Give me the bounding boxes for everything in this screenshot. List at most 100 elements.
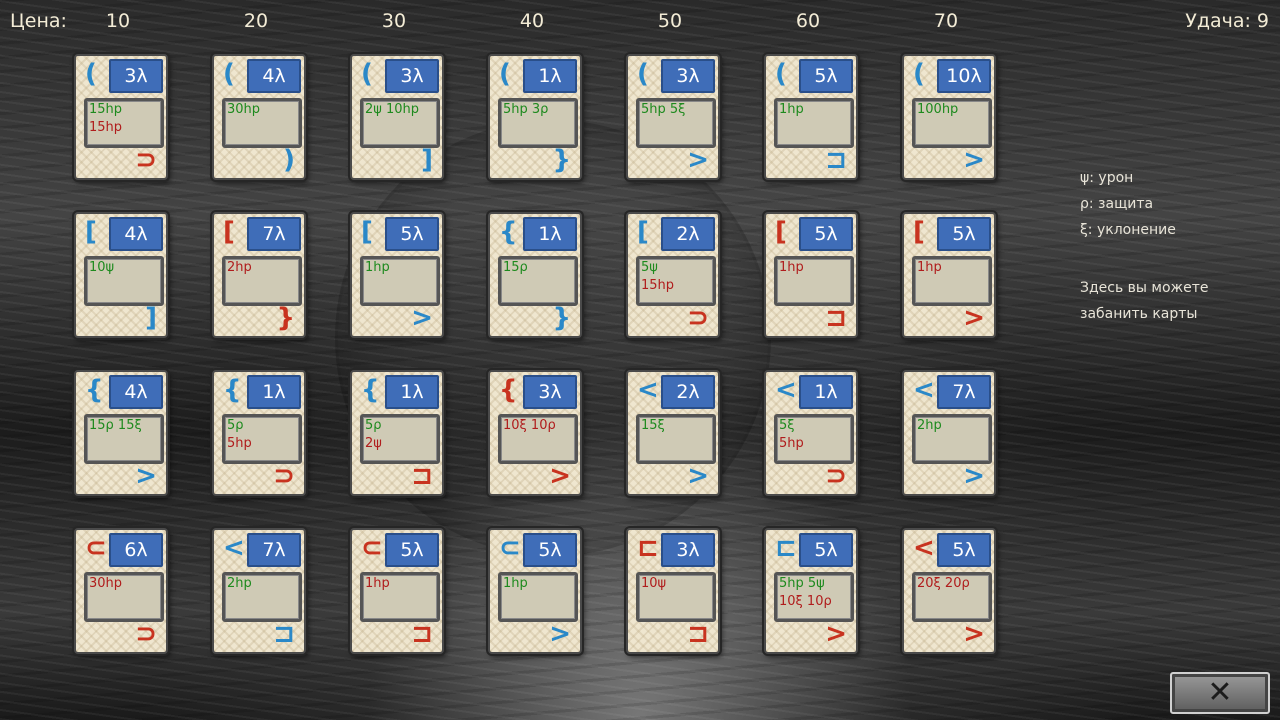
card[interactable]: ( 10λ 100hp >: [900, 52, 996, 180]
card-input-symbol: <: [223, 533, 245, 563]
price-40: 40: [519, 10, 545, 32]
card-input-symbol: ⊂: [85, 533, 107, 563]
card[interactable]: { 1λ 15ρ }: [486, 210, 582, 338]
card[interactable]: [ 4λ 10ψ ]: [72, 210, 168, 338]
card-paper: ⊂ 5λ 1hp ⊐: [350, 528, 444, 654]
card[interactable]: { 4λ 15ρ 15ξ >: [72, 368, 168, 496]
card-effect-line1: 2hp: [227, 260, 252, 275]
card[interactable]: ( 1λ 5hp 3ρ }: [486, 52, 582, 180]
card-paper: ( 3λ 5hp 5ξ >: [626, 54, 720, 180]
card-effect-line1: 1hp: [779, 260, 804, 275]
card[interactable]: { 1λ 5ρ 5hp ⊃: [210, 368, 306, 496]
card-cost: 7λ: [937, 375, 991, 409]
card-cost: 4λ: [109, 217, 163, 251]
card-paper: < 5λ 20ξ 20ρ >: [902, 528, 996, 654]
card[interactable]: ⊂ 6λ 30hp ⊃: [72, 526, 168, 654]
card-input-symbol: {: [85, 375, 104, 405]
card-output-symbol: ⊃: [825, 461, 847, 491]
card-output-symbol: }: [552, 145, 571, 175]
card[interactable]: [ 5λ 1hp >: [348, 210, 444, 338]
card-effect-line1: 5hp 5ξ: [641, 102, 686, 117]
card[interactable]: ( 3λ 15hp 15hp ⊃: [72, 52, 168, 180]
card[interactable]: [ 2λ 5ψ 15hp ⊃: [624, 210, 720, 338]
card-output-symbol: >: [411, 303, 433, 333]
card-output-symbol: >: [549, 461, 571, 491]
card-effect-line2: 15hp: [89, 120, 123, 135]
legend-defense: ρ: защита: [1080, 196, 1154, 212]
card-effect-line1: 10ψ: [641, 576, 667, 591]
card-cost: 7λ: [247, 533, 301, 567]
card[interactable]: < 2λ 15ξ >: [624, 368, 720, 496]
card-input-symbol: ⊂: [361, 533, 383, 563]
card-cost: 5λ: [937, 533, 991, 567]
close-button[interactable]: ✕: [1170, 672, 1270, 714]
card-paper: { 1λ 5ρ 5hp ⊃: [212, 370, 306, 496]
price-30: 30: [381, 10, 407, 32]
price-50: 50: [657, 10, 683, 32]
card[interactable]: ⊏ 5λ 5hp 5ψ 10ξ 10ρ >: [762, 526, 858, 654]
card-input-symbol: [: [913, 217, 925, 247]
card-paper: ( 10λ 100hp >: [902, 54, 996, 180]
card[interactable]: [ 7λ 2hp }: [210, 210, 306, 338]
card[interactable]: ( 5λ 1hp ⊐: [762, 52, 858, 180]
price-70: 70: [933, 10, 959, 32]
card[interactable]: < 1λ 5ξ 5hp ⊃: [762, 368, 858, 496]
card[interactable]: ⊂ 5λ 1hp ⊐: [348, 526, 444, 654]
card-paper: { 4λ 15ρ 15ξ >: [74, 370, 168, 496]
card-paper: [ 2λ 5ψ 15hp ⊃: [626, 212, 720, 338]
card-paper: [ 5λ 1hp ⊐: [764, 212, 858, 338]
card-effect-line1: 5ξ: [779, 418, 795, 433]
card-output-symbol: ⊃: [135, 145, 157, 175]
card-effect-line1: 2hp: [227, 576, 252, 591]
card[interactable]: { 1λ 5ρ 2ψ ⊐: [348, 368, 444, 496]
card[interactable]: ( 4λ 30hp ): [210, 52, 306, 180]
card-effect-box: 5hp 3ρ: [498, 98, 578, 148]
card-cost: 7λ: [247, 217, 301, 251]
card[interactable]: < 7λ 2hp >: [900, 368, 996, 496]
card-effect-box: 1hp: [498, 572, 578, 622]
card-input-symbol: (: [913, 59, 925, 89]
price-10: 10: [105, 10, 131, 32]
card[interactable]: < 7λ 2hp ⊐: [210, 526, 306, 654]
luck-label: Удача:: [1185, 10, 1251, 32]
luck-counter: Удача: 9: [1179, 10, 1269, 32]
card-effect-line1: 1hp: [365, 260, 390, 275]
card-output-symbol: ]: [421, 145, 433, 175]
price-20: 20: [243, 10, 269, 32]
card-effect-line1: 1hp: [779, 102, 804, 117]
card-output-symbol: >: [135, 461, 157, 491]
card-output-symbol: >: [963, 461, 985, 491]
card-paper: [ 7λ 2hp }: [212, 212, 306, 338]
card-effect-box: 1hp: [912, 256, 992, 306]
card-input-symbol: <: [913, 533, 935, 563]
card-effect-box: 5hp 5ψ 10ξ 10ρ: [774, 572, 854, 622]
card-output-symbol: ⊐: [825, 303, 847, 333]
card-input-symbol: [: [361, 217, 373, 247]
card-cost: 5λ: [799, 217, 853, 251]
card-cost: 1λ: [799, 375, 853, 409]
card-cost: 5λ: [799, 533, 853, 567]
card-paper: ( 3λ 15hp 15hp ⊃: [74, 54, 168, 180]
card-effect-line1: 5hp 5ψ: [779, 576, 825, 591]
card[interactable]: ⊏ 3λ 10ψ ⊐: [624, 526, 720, 654]
card-cost: 3λ: [109, 59, 163, 93]
card[interactable]: ( 3λ 5hp 5ξ >: [624, 52, 720, 180]
card[interactable]: { 3λ 10ξ 10ρ >: [486, 368, 582, 496]
card-effect-line1: 30hp: [227, 102, 261, 117]
card[interactable]: ( 3λ 2ψ 10hp ]: [348, 52, 444, 180]
card-cost: 2λ: [661, 375, 715, 409]
card[interactable]: ⊂ 5λ 1hp >: [486, 526, 582, 654]
card-cost: 3λ: [661, 59, 715, 93]
card-output-symbol: ⊃: [273, 461, 295, 491]
card-effect-line1: 1hp: [365, 576, 390, 591]
card-output-symbol: >: [687, 461, 709, 491]
card-paper: [ 4λ 10ψ ]: [74, 212, 168, 338]
card-effect-box: 5ρ 5hp: [222, 414, 302, 464]
card[interactable]: [ 5λ 1hp ⊐: [762, 210, 858, 338]
card[interactable]: < 5λ 20ξ 20ρ >: [900, 526, 996, 654]
card-output-symbol: ⊃: [135, 619, 157, 649]
card-paper: { 1λ 15ρ }: [488, 212, 582, 338]
card-output-symbol: ⊐: [825, 145, 847, 175]
card-paper: ( 5λ 1hp ⊐: [764, 54, 858, 180]
card[interactable]: [ 5λ 1hp >: [900, 210, 996, 338]
